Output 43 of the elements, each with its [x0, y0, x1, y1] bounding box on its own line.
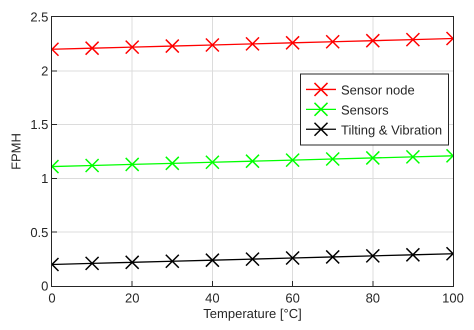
- y-tick-label: 2: [41, 63, 48, 78]
- x-tick-label: 60: [285, 290, 300, 306]
- point: [366, 33, 380, 48]
- legend-label: Sensor node: [340, 82, 415, 98]
- point: [165, 156, 180, 171]
- point: [406, 150, 420, 164]
- point: [285, 250, 300, 266]
- y-tick-label: 2.5: [30, 10, 48, 25]
- point: [124, 255, 140, 270]
- legend-label: Sensors: [340, 102, 390, 118]
- point: [406, 32, 420, 47]
- x-tick-label: 100: [442, 290, 464, 306]
- point: [84, 158, 100, 173]
- point: [366, 150, 380, 166]
- y-tick-label: 0: [41, 278, 48, 294]
- point: [84, 40, 100, 56]
- x-tick-label: 80: [366, 290, 380, 306]
- point: [165, 254, 180, 268]
- point: [205, 155, 220, 170]
- y-tick-label: 1: [41, 170, 48, 186]
- point: [285, 36, 300, 50]
- y-tick-label: 0.5: [30, 224, 48, 240]
- point: [124, 157, 140, 172]
- point: [285, 152, 300, 168]
- point: [205, 252, 220, 268]
- point: [165, 38, 180, 54]
- point: [245, 154, 260, 168]
- point: [406, 248, 420, 262]
- point: [325, 34, 340, 49]
- point: [325, 250, 340, 264]
- x-tick-label: 20: [124, 290, 140, 306]
- legend-label: Tilting & Vibration: [340, 122, 442, 138]
- point: [124, 40, 140, 54]
- point: [325, 152, 340, 166]
- point: [366, 248, 380, 264]
- point: [84, 256, 100, 271]
- point: [205, 38, 220, 52]
- x-axis-title: Temperature [°C]: [203, 306, 302, 322]
- y-axis-title: FPMH: [8, 133, 24, 170]
- point: [245, 36, 260, 52]
- x-tick-label: 40: [205, 290, 220, 306]
- y-tick-label: 1.5: [30, 117, 48, 132]
- point: [245, 252, 260, 266]
